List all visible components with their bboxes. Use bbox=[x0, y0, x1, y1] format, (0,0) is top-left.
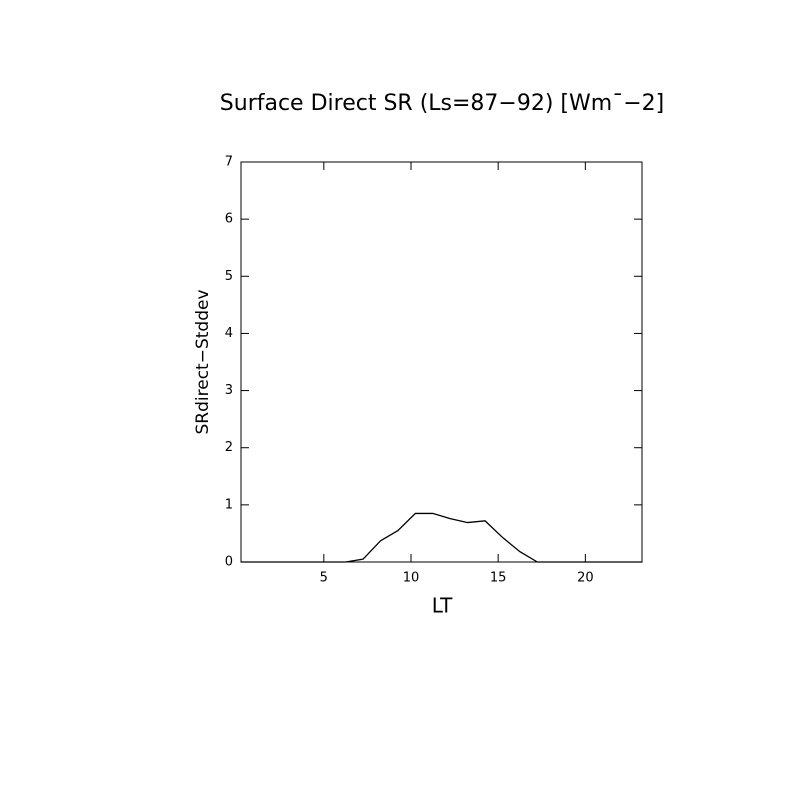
plot-frame bbox=[240, 161, 643, 563]
x-axis-label: LT bbox=[432, 594, 453, 618]
y-tick-label: 6 bbox=[225, 212, 233, 227]
data-line bbox=[241, 512, 642, 563]
y-tick-label: 1 bbox=[225, 497, 233, 512]
y-axis-label: SRdirect−Stddev bbox=[193, 289, 213, 434]
y-tick-label: 3 bbox=[225, 383, 233, 398]
y-tick-label: 2 bbox=[225, 440, 233, 455]
x-tick-label: 20 bbox=[577, 571, 594, 586]
y-tick-label: 4 bbox=[225, 326, 233, 341]
y-tick-label: 0 bbox=[225, 555, 233, 570]
y-tick-label: 7 bbox=[225, 155, 233, 170]
x-tick-label: 5 bbox=[320, 571, 328, 586]
x-tick-label: 10 bbox=[403, 571, 420, 586]
chart-title: Surface Direct SR (Ls=87−92) [Wm¯−2] bbox=[220, 91, 664, 116]
x-tick-label: 15 bbox=[490, 571, 507, 586]
y-tick-label: 5 bbox=[225, 269, 233, 284]
